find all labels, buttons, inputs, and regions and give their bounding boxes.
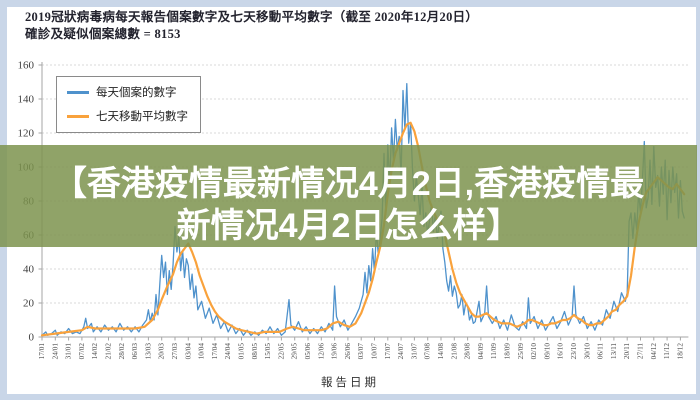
legend-label-daily-cases: 每天個案的數字 bbox=[96, 87, 177, 99]
svg-text:12/06: 12/06 bbox=[317, 343, 325, 360]
svg-text:160: 160 bbox=[18, 60, 35, 72]
svg-text:140: 140 bbox=[18, 94, 35, 106]
svg-text:08/05: 08/05 bbox=[251, 343, 259, 360]
svg-text:04/12: 04/12 bbox=[650, 343, 658, 360]
svg-text:30/10: 30/10 bbox=[583, 343, 591, 360]
svg-text:27/03: 27/03 bbox=[171, 343, 179, 360]
chart-legend: 每天個案的數字 七天移動平均數字 bbox=[56, 76, 201, 133]
svg-text:15/05: 15/05 bbox=[264, 343, 272, 360]
chart-title-line1: 2019冠狀病毒病每天報告個案數字及七天移動平均數字（截至 2020年12月20… bbox=[25, 10, 479, 24]
svg-text:14/02: 14/02 bbox=[91, 343, 99, 360]
watermark-overlay: 【香港疫情最新情况4月2日,香港疫情最 新情况4月2日怎么样】 bbox=[0, 145, 697, 247]
watermark-line1: 【香港疫情最新情况4月2日,香港疫情最 bbox=[52, 165, 645, 203]
svg-text:11/12: 11/12 bbox=[663, 343, 671, 360]
svg-text:21/08: 21/08 bbox=[450, 343, 458, 360]
svg-text:24/07: 24/07 bbox=[397, 343, 405, 360]
svg-text:17/04: 17/04 bbox=[211, 343, 219, 360]
svg-text:07/08: 07/08 bbox=[424, 343, 432, 360]
svg-text:09/10: 09/10 bbox=[543, 343, 551, 360]
svg-text:04/09: 04/09 bbox=[477, 343, 485, 360]
watermark-line2: 新情况4月2日怎么样】 bbox=[176, 207, 521, 245]
legend-item-daily-cases: 每天個案的數字 bbox=[67, 84, 188, 100]
svg-text:28/02: 28/02 bbox=[118, 343, 126, 360]
svg-text:20: 20 bbox=[23, 298, 35, 310]
svg-text:24/01: 24/01 bbox=[51, 343, 59, 360]
chart-title: 2019冠狀病毒病每天報告個案數字及七天移動平均數字（截至 2020年12月20… bbox=[25, 9, 478, 43]
legend-item-moving-average: 七天移動平均數字 bbox=[67, 108, 188, 124]
svg-text:24/04: 24/04 bbox=[224, 343, 232, 360]
svg-text:18/09: 18/09 bbox=[504, 343, 512, 360]
svg-text:21/02: 21/02 bbox=[105, 343, 113, 360]
svg-text:31/07: 31/07 bbox=[410, 343, 418, 360]
chart-title-line2: 確診及疑似個案總數 = 8153 bbox=[25, 27, 181, 41]
svg-text:06/11: 06/11 bbox=[597, 343, 605, 360]
svg-text:01/05: 01/05 bbox=[238, 343, 246, 360]
svg-text:0: 0 bbox=[29, 332, 35, 344]
svg-text:05/06: 05/06 bbox=[304, 343, 312, 360]
svg-text:14/08: 14/08 bbox=[437, 343, 445, 360]
svg-text:22/05: 22/05 bbox=[277, 343, 285, 360]
svg-text:23/10: 23/10 bbox=[570, 343, 578, 360]
svg-text:27/11: 27/11 bbox=[637, 343, 645, 360]
series-daily-cases-line bbox=[41, 83, 685, 336]
moving-average-line-swatch bbox=[67, 114, 89, 118]
svg-text:25/09: 25/09 bbox=[517, 343, 525, 360]
svg-text:13/03: 13/03 bbox=[144, 343, 152, 360]
svg-text:10/07: 10/07 bbox=[371, 343, 379, 360]
svg-text:11/09: 11/09 bbox=[490, 343, 498, 360]
x-axis-title: 報告日期 bbox=[321, 377, 379, 389]
svg-text:28/08: 28/08 bbox=[464, 343, 472, 360]
svg-text:17/07: 17/07 bbox=[384, 343, 392, 360]
svg-text:03/07: 03/07 bbox=[357, 343, 365, 360]
svg-text:20/03: 20/03 bbox=[158, 343, 166, 360]
svg-text:02/10: 02/10 bbox=[530, 343, 538, 360]
legend-label-moving-average: 七天移動平均數字 bbox=[96, 111, 188, 123]
svg-text:03/04: 03/04 bbox=[184, 343, 192, 360]
svg-text:31/01: 31/01 bbox=[65, 343, 73, 360]
svg-text:29/05: 29/05 bbox=[291, 343, 299, 360]
svg-text:26/06: 26/06 bbox=[344, 343, 352, 360]
x-axis-labels: 17/01 24/01 31/01 07/02 14/02 21/02 28/02 06/03… bbox=[38, 337, 684, 359]
svg-text:16/10: 16/10 bbox=[557, 343, 565, 360]
svg-text:19/06: 19/06 bbox=[331, 343, 339, 360]
svg-text:18/12: 18/12 bbox=[676, 343, 684, 360]
svg-text:20/11: 20/11 bbox=[623, 343, 631, 360]
daily-cases-line-swatch bbox=[67, 90, 89, 94]
svg-text:13/11: 13/11 bbox=[610, 343, 618, 360]
svg-text:120: 120 bbox=[18, 128, 35, 140]
svg-text:10/04: 10/04 bbox=[198, 343, 206, 360]
svg-text:06/03: 06/03 bbox=[131, 343, 139, 360]
svg-text:17/01: 17/01 bbox=[38, 343, 46, 360]
svg-text:40: 40 bbox=[23, 264, 35, 276]
svg-text:07/02: 07/02 bbox=[78, 343, 86, 360]
